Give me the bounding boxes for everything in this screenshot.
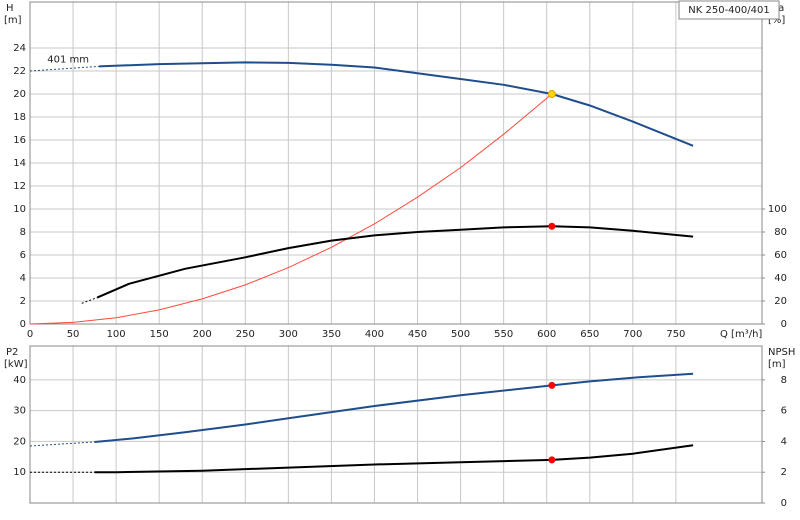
chart-title: NK 250-400/401 bbox=[688, 5, 769, 16]
y-tick-label: 0 bbox=[20, 319, 26, 330]
x-tick-label: 600 bbox=[537, 329, 556, 340]
y2-axis-unit: [m] bbox=[768, 359, 786, 370]
curve-extension bbox=[29, 65, 99, 72]
x-tick-label: 700 bbox=[623, 329, 642, 340]
y-tick-label: 22 bbox=[13, 66, 26, 77]
x-tick-label: 750 bbox=[666, 329, 685, 340]
x-tick-label: 500 bbox=[451, 329, 470, 340]
operating-point bbox=[548, 456, 556, 464]
plot-frame bbox=[29, 345, 763, 504]
y2-tick-label: 0 bbox=[781, 498, 787, 509]
y-tick-label: 12 bbox=[13, 181, 26, 192]
curve-extension bbox=[29, 441, 95, 447]
y-tick-label: 40 bbox=[13, 375, 26, 386]
plot-background bbox=[30, 346, 762, 503]
curve bbox=[94, 444, 694, 474]
y2-tick-label: 40 bbox=[774, 273, 787, 284]
y2-tick-label: 20 bbox=[774, 296, 787, 307]
operating-point bbox=[548, 381, 556, 389]
y-tick-label: 6 bbox=[20, 250, 26, 261]
title-box bbox=[678, 0, 780, 20]
y2-axis-label: NPSH bbox=[768, 347, 795, 358]
y2-tick-label: 6 bbox=[781, 406, 787, 417]
curve bbox=[96, 225, 694, 299]
y2-tick-label: 2 bbox=[781, 467, 787, 478]
y2-tick-label: 0 bbox=[781, 319, 787, 330]
x-tick-label: 150 bbox=[150, 329, 169, 340]
y-axis-unit: [m] bbox=[4, 15, 22, 26]
y-axis-unit: [kW] bbox=[4, 359, 28, 370]
y-tick-label: 2 bbox=[20, 296, 26, 307]
y2-axis-unit: [%] bbox=[768, 15, 785, 26]
y-tick-label: 18 bbox=[13, 112, 26, 123]
x-tick-label: 50 bbox=[67, 329, 80, 340]
x-tick-label: 300 bbox=[279, 329, 298, 340]
x-tick-label: 0 bbox=[27, 329, 33, 340]
curve bbox=[98, 61, 694, 147]
x-axis-label: Q [m³/h] bbox=[720, 329, 762, 340]
x-tick-label: 550 bbox=[494, 329, 513, 340]
y-tick-label: 10 bbox=[13, 204, 26, 215]
y-axis-label: H bbox=[6, 3, 14, 14]
y-tick-label: 8 bbox=[20, 227, 26, 238]
annotation: 401 mm bbox=[47, 55, 89, 66]
x-tick-label: 250 bbox=[236, 329, 255, 340]
x-tick-label: 400 bbox=[365, 329, 384, 340]
x-tick-label: 450 bbox=[408, 329, 427, 340]
curve-extension bbox=[81, 297, 98, 304]
y2-tick-label: 60 bbox=[774, 250, 787, 261]
y-tick-label: 20 bbox=[13, 436, 26, 447]
curve bbox=[94, 372, 694, 443]
x-tick-label: 200 bbox=[193, 329, 212, 340]
y2-tick-label: 100 bbox=[768, 204, 787, 215]
y-axis-label: P2 bbox=[6, 347, 18, 358]
plot-frame bbox=[29, 1, 763, 325]
operating-point bbox=[547, 90, 556, 98]
x-tick-label: 650 bbox=[580, 329, 599, 340]
y-tick-label: 16 bbox=[13, 135, 26, 146]
y2-tick-label: 80 bbox=[774, 227, 787, 238]
x-tick-label: 100 bbox=[107, 329, 126, 340]
y-tick-label: 20 bbox=[13, 89, 26, 100]
operating-point bbox=[548, 222, 556, 230]
y2-tick-label: 4 bbox=[781, 436, 787, 447]
y-tick-label: 14 bbox=[13, 158, 26, 169]
curve bbox=[29, 93, 553, 325]
y-tick-label: 10 bbox=[13, 467, 26, 478]
x-tick-label: 350 bbox=[322, 329, 341, 340]
y2-tick-label: 8 bbox=[781, 375, 787, 386]
y-tick-label: 30 bbox=[13, 406, 26, 417]
y-tick-label: 24 bbox=[13, 43, 26, 54]
y-tick-label: 4 bbox=[20, 273, 26, 284]
